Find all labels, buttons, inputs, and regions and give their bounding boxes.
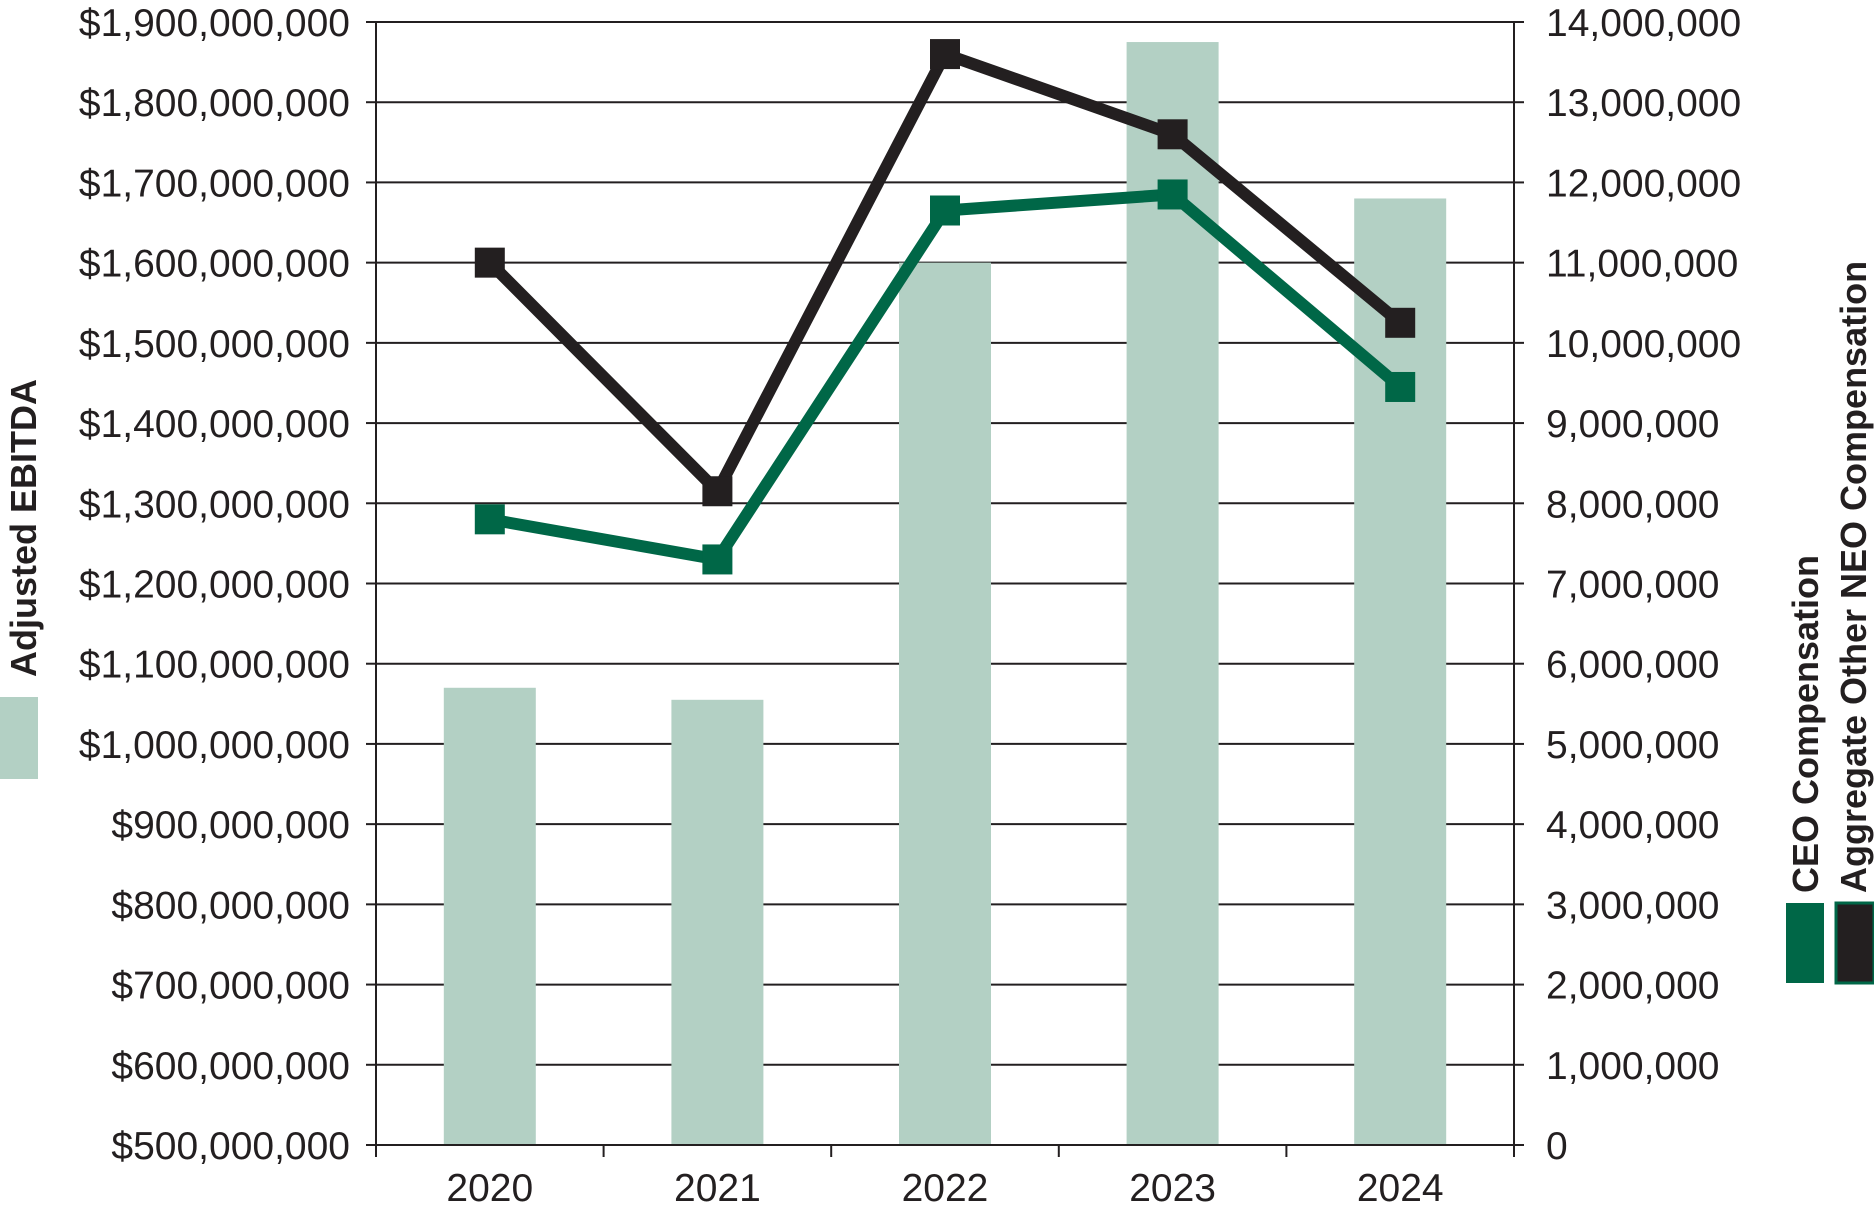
right-tick-label: 3,000,000 bbox=[1546, 884, 1720, 927]
right-tick-label: 14,000,000 bbox=[1546, 2, 1741, 45]
left-tick-label: $1,400,000,000 bbox=[79, 403, 350, 446]
right-tick-label: 13,000,000 bbox=[1546, 82, 1741, 125]
legend-swatch-adjusted-ebitda bbox=[0, 697, 38, 779]
x-tick-label: 2024 bbox=[1357, 1167, 1444, 1210]
right-tick-label: 0 bbox=[1546, 1125, 1568, 1168]
x-tick-label: 2021 bbox=[674, 1167, 761, 1210]
right-tick-label: 5,000,000 bbox=[1546, 724, 1720, 767]
right-tick-label: 4,000,000 bbox=[1546, 804, 1720, 847]
right-tick-label: 9,000,000 bbox=[1546, 403, 1720, 446]
x-axis-tick-labels: 2020 2021 2022 2023 2024 bbox=[446, 1167, 1443, 1210]
right-tick-label: 6,000,000 bbox=[1546, 644, 1720, 687]
compensation-lines bbox=[474, 39, 1416, 575]
legend-label-adjusted-ebitda: Adjusted EBITDA bbox=[3, 379, 44, 677]
left-tick-label: $1,700,000,000 bbox=[79, 162, 350, 205]
point-ceo-compensation-2024 bbox=[1385, 371, 1416, 402]
x-tick-label: 2023 bbox=[1129, 1167, 1216, 1210]
point-ceo-compensation-2021 bbox=[702, 544, 733, 575]
left-tick-label: $1,100,000,000 bbox=[79, 644, 350, 687]
left-tick-label: $500,000,000 bbox=[111, 1125, 350, 1168]
legend-swatch-aggregate-neo-compensation bbox=[1834, 901, 1874, 985]
left-tick-label: $1,500,000,000 bbox=[79, 323, 350, 366]
right-tick-label: 8,000,000 bbox=[1546, 483, 1720, 526]
left-tick-label: $1,300,000,000 bbox=[79, 483, 350, 526]
left-tick-label: $700,000,000 bbox=[111, 965, 350, 1008]
left-tick-label: $1,600,000,000 bbox=[79, 243, 350, 286]
right-tick-label: 11,000,000 bbox=[1546, 243, 1738, 286]
left-tick-label: $800,000,000 bbox=[111, 884, 350, 927]
legend-left: Adjusted EBITDA bbox=[0, 379, 44, 779]
left-tick-label: $1,900,000,000 bbox=[79, 2, 350, 45]
legend-swatch-ceo-compensation bbox=[1786, 903, 1824, 983]
point-aggregate-other-neo-compensation-2023 bbox=[1157, 119, 1188, 150]
right-tick-label: 2,000,000 bbox=[1546, 965, 1720, 1008]
bar-adjusted-ebitda-2022 bbox=[899, 262, 991, 1146]
axes bbox=[366, 21, 1524, 1157]
bar-adjusted-ebitda-2024 bbox=[1354, 198, 1447, 1145]
right-axis-tick-labels: 0 1,000,000 2,000,000 3,000,000 4,000,000 5,0… bbox=[1546, 2, 1741, 1168]
point-aggregate-other-neo-compensation-2020 bbox=[474, 247, 505, 278]
legend-right: CEO Compensation Aggregate Other NEO Com… bbox=[1785, 261, 1874, 985]
left-tick-label: $1,800,000,000 bbox=[79, 82, 350, 125]
point-ceo-compensation-2022 bbox=[930, 195, 960, 226]
right-tick-label: 12,000,000 bbox=[1546, 162, 1741, 205]
legend-label-aggregate-neo-compensation: Aggregate Other NEO Compensation bbox=[1833, 261, 1874, 893]
left-tick-label: $1,000,000,000 bbox=[79, 724, 350, 767]
point-aggregate-other-neo-compensation-2021 bbox=[702, 476, 733, 507]
left-tick-label: $600,000,000 bbox=[111, 1045, 350, 1088]
left-axis-tick-labels: $500,000,000 $600,000,000 $700,000,000 $800… bbox=[79, 2, 350, 1168]
right-tick-label: 1,000,000 bbox=[1546, 1045, 1720, 1088]
bar-adjusted-ebitda-2021 bbox=[671, 699, 764, 1145]
point-aggregate-other-neo-compensation-2024 bbox=[1385, 307, 1416, 338]
left-tick-label: $1,200,000,000 bbox=[79, 564, 350, 607]
point-ceo-compensation-2020 bbox=[474, 504, 505, 535]
left-tick-label: $900,000,000 bbox=[111, 804, 350, 847]
point-ceo-compensation-2023 bbox=[1157, 179, 1188, 210]
right-tick-label: 10,000,000 bbox=[1546, 323, 1741, 366]
x-tick-label: 2022 bbox=[902, 1167, 989, 1210]
bar-adjusted-ebitda-2020 bbox=[443, 687, 536, 1145]
legend-label-ceo-compensation: CEO Compensation bbox=[1785, 555, 1826, 893]
x-tick-label: 2020 bbox=[446, 1167, 533, 1210]
right-tick-label: 7,000,000 bbox=[1546, 564, 1720, 607]
point-aggregate-other-neo-compensation-2022 bbox=[930, 39, 960, 70]
